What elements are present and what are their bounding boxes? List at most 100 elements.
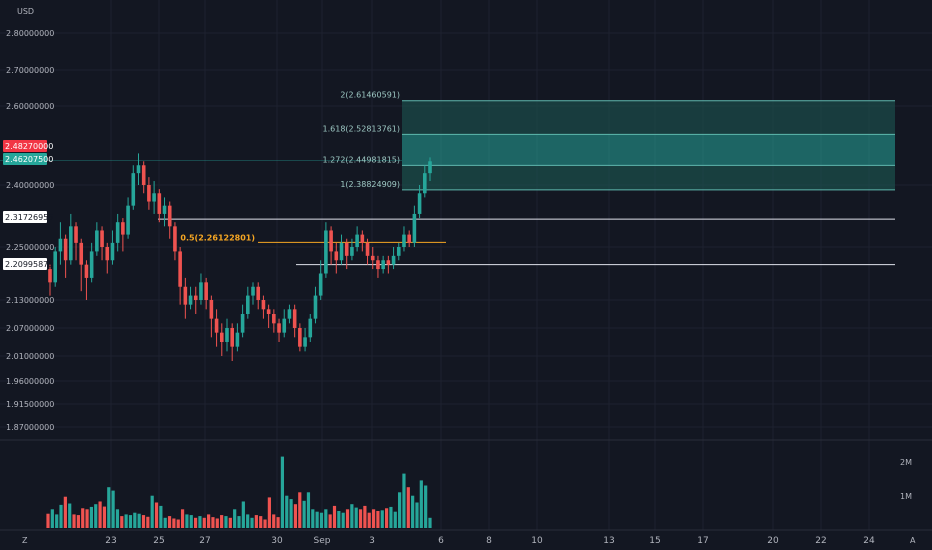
- price-badges: 2.48270000 2.46207500 2.31726955 2.20995871: [3, 140, 53, 270]
- volume-bar: [328, 514, 332, 528]
- volume-bar: [202, 517, 206, 528]
- price-badge-label: 2.48270000: [5, 142, 53, 151]
- volume-bar: [94, 504, 98, 528]
- volume-bar: [402, 473, 406, 528]
- candle-body: [136, 165, 141, 174]
- candle-body: [428, 161, 432, 174]
- candle-body: [277, 323, 281, 333]
- time-tick-label: 17: [697, 536, 708, 546]
- candle-body: [126, 205, 130, 235]
- candle-body: [105, 247, 110, 261]
- volume-bar: [150, 495, 154, 528]
- time-tick-label: 24: [863, 536, 875, 546]
- price-badge-label: 2.31726955: [5, 213, 53, 222]
- candle-body: [324, 230, 328, 274]
- time-axis: 23 25 27 30 Sep 3 6 8 10 13 15 17 20 22 24: [105, 536, 875, 546]
- candle-body: [376, 260, 380, 270]
- volume-bar: [120, 516, 124, 528]
- volume-bar: [241, 501, 245, 528]
- price-badge: [3, 140, 47, 152]
- volume-bar: [185, 514, 189, 528]
- candle-body: [100, 230, 104, 247]
- candle-body: [204, 282, 208, 300]
- volume-bar: [167, 516, 172, 528]
- volume-bar: [389, 506, 393, 528]
- candle-body: [214, 318, 219, 333]
- volume-bar: [341, 512, 345, 528]
- candle-body: [48, 269, 52, 283]
- time-tick-label: 25: [153, 536, 164, 546]
- price-tick-label: 2.60000000: [6, 102, 54, 111]
- volume-bar: [358, 509, 363, 528]
- volume-bar: [220, 515, 224, 528]
- volume-bar: [319, 512, 324, 528]
- candle-body: [407, 234, 411, 243]
- candle-body: [95, 230, 99, 252]
- candles: [48, 153, 432, 361]
- volume-bar: [89, 506, 94, 528]
- candle-body: [292, 309, 297, 328]
- time-tick-label: Sep: [314, 536, 331, 546]
- volume-bar: [180, 509, 185, 528]
- volume-bar: [311, 509, 315, 528]
- volume-bar: [384, 508, 389, 528]
- candle-body: [303, 337, 307, 347]
- candle-body: [69, 226, 73, 261]
- price-badge: [3, 153, 47, 165]
- volume-bar: [63, 496, 67, 528]
- price-tick-label: 2.70000000: [6, 66, 54, 75]
- candle-body: [167, 205, 172, 227]
- volume-bar: [215, 518, 219, 528]
- volume-bar: [406, 487, 410, 528]
- volume-bar: [393, 511, 397, 528]
- volume-bar: [345, 509, 350, 528]
- volume-bar: [280, 456, 285, 528]
- candle-body: [329, 230, 333, 252]
- price-tick-label: 2.13000000: [6, 296, 54, 305]
- fib-level-label: 1.618(2.52813761): [323, 124, 401, 133]
- candle-body: [110, 242, 115, 261]
- candle-body: [199, 282, 203, 300]
- z-icon[interactable]: Z: [22, 536, 28, 545]
- volume-bar: [237, 516, 241, 528]
- candle-body: [412, 213, 417, 243]
- price-tick-label: 2.80000000: [6, 29, 54, 38]
- volume-bar: [302, 500, 306, 528]
- price-badge: [3, 211, 47, 223]
- volume-axis: 2M 1M: [900, 458, 912, 501]
- volume-bar: [398, 492, 402, 528]
- volume-bar: [68, 503, 72, 528]
- volume-bar: [46, 513, 50, 528]
- volume-bar: [315, 511, 319, 528]
- volume-bar: [115, 509, 120, 528]
- volume-bar: [211, 517, 215, 528]
- volume-bar: [350, 504, 354, 528]
- volume-bar: [137, 513, 141, 528]
- volume-bar: [259, 516, 263, 528]
- volume-bar: [250, 517, 254, 528]
- fib-zone-2-1618: [402, 100, 895, 135]
- candle-body: [402, 234, 406, 247]
- price-axis: 2.80000000 2.70000000 2.60000000 2.40000000…: [6, 29, 54, 432]
- volume-tick-label: 1M: [900, 492, 912, 501]
- candle-body: [365, 242, 370, 256]
- candle-body: [74, 226, 78, 243]
- horizontal-lines: [158, 218, 895, 266]
- candle-body: [173, 226, 177, 252]
- price-badge-label: 2.20995871: [5, 260, 53, 269]
- time-tick-label: 13: [603, 536, 614, 546]
- candle-body: [147, 185, 151, 202]
- candle-body: [63, 238, 68, 261]
- volume-bar: [207, 514, 211, 528]
- candle-body: [355, 234, 359, 247]
- volume-bar: [198, 516, 202, 528]
- volume-bar: [285, 495, 289, 528]
- volume-bar: [50, 509, 54, 528]
- fib-level-label: 1(2.38824909): [340, 180, 400, 189]
- volume-bar: [376, 511, 380, 528]
- volume-bar: [98, 501, 102, 528]
- auto-scale-icon[interactable]: A: [910, 536, 916, 545]
- candle-body: [261, 300, 266, 310]
- volume-bar: [228, 517, 232, 528]
